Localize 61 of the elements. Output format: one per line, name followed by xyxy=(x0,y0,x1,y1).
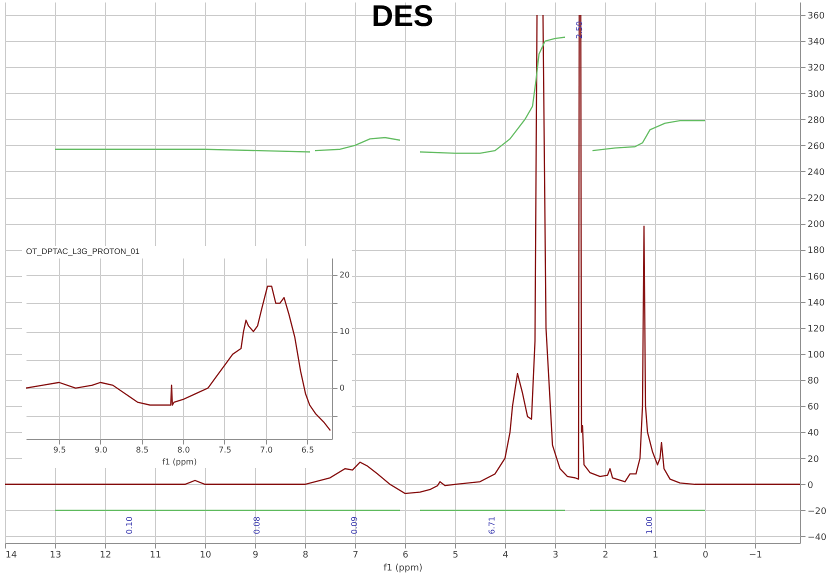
y-tick-label: 20 xyxy=(808,454,820,465)
x-tick-label: 13 xyxy=(50,550,62,560)
line-series xyxy=(26,286,331,432)
x-tick-label: 8.5 xyxy=(136,446,149,454)
y-tick-label: 360 xyxy=(808,12,825,22)
y-tick-label: 280 xyxy=(808,116,825,126)
x-tick-label: 8.0 xyxy=(177,446,190,454)
y-tick-label: 180 xyxy=(808,246,825,256)
x-tick-label: 9.5 xyxy=(53,446,66,454)
line-series xyxy=(314,136,401,152)
x-tick-label: 1 xyxy=(652,550,658,560)
y-tick-label: 60 xyxy=(808,402,820,413)
y-tick-label: 160 xyxy=(808,272,825,282)
x-tick-label: −1 xyxy=(748,550,762,560)
x-tick-label: 14 xyxy=(6,550,18,560)
x-tick-label: 12 xyxy=(100,550,112,560)
y-tick-label: 140 xyxy=(808,298,825,308)
x-tick-label: 6 xyxy=(402,550,409,560)
x-tick-label: 6.5 xyxy=(301,446,314,454)
y-tick-label: 10 xyxy=(340,327,350,336)
x-tick-label: 7 xyxy=(352,550,358,560)
y-tick-label: 0 xyxy=(808,480,814,491)
x-tick-label: 2 xyxy=(602,550,608,560)
x-tick-label: 7.0 xyxy=(260,446,273,454)
line-series xyxy=(419,36,566,154)
y-tick-label: 340 xyxy=(808,38,825,48)
line-series xyxy=(592,120,706,152)
x-tick-label: 9 xyxy=(252,550,259,560)
x-axis-title: f1 (ppm) xyxy=(162,458,197,466)
annotation: 0.09 xyxy=(350,516,359,534)
y-tick-label: 300 xyxy=(808,90,825,100)
x-tick-label: 4 xyxy=(502,550,509,560)
annotation: 6.71 xyxy=(488,516,496,534)
annotation: 0.10 xyxy=(125,516,134,534)
x-tick-label: 8 xyxy=(302,550,309,560)
y-tick-label: 120 xyxy=(808,324,825,334)
y-tick-label: 240 xyxy=(808,168,825,178)
chart-title: DES xyxy=(372,0,434,33)
y-tick-label: 200 xyxy=(808,220,825,230)
y-tick-label: 0 xyxy=(340,384,345,393)
annotation: 2.50 xyxy=(575,21,584,39)
y-tick-label: 100 xyxy=(808,350,825,360)
x-tick-label: 10 xyxy=(200,550,212,560)
x-tick-label: 11 xyxy=(150,550,162,560)
y-tick-label: 220 xyxy=(808,194,825,204)
y-tick-label: 20 xyxy=(340,270,350,280)
y-tick-label: 260 xyxy=(808,142,825,152)
y-tick-label: −20 xyxy=(808,506,827,517)
chart-title: OT_DPTAC_L3G_PROTON_01 xyxy=(26,247,140,256)
x-tick-label: 7.5 xyxy=(218,446,232,454)
x-tick-label: 0 xyxy=(702,550,709,560)
x-tick-label: 9.0 xyxy=(94,446,108,454)
annotation: 0.08 xyxy=(252,516,262,534)
x-axis-title: f1 (ppm) xyxy=(384,564,422,574)
y-tick-label: 40 xyxy=(808,428,820,439)
y-tick-label: −40 xyxy=(808,532,827,543)
y-tick-label: 80 xyxy=(808,376,820,387)
annotation: 1.00 xyxy=(645,516,654,534)
x-tick-label: 5 xyxy=(452,550,458,560)
x-tick-label: 3 xyxy=(552,550,558,560)
y-tick-label: 320 xyxy=(808,64,825,74)
